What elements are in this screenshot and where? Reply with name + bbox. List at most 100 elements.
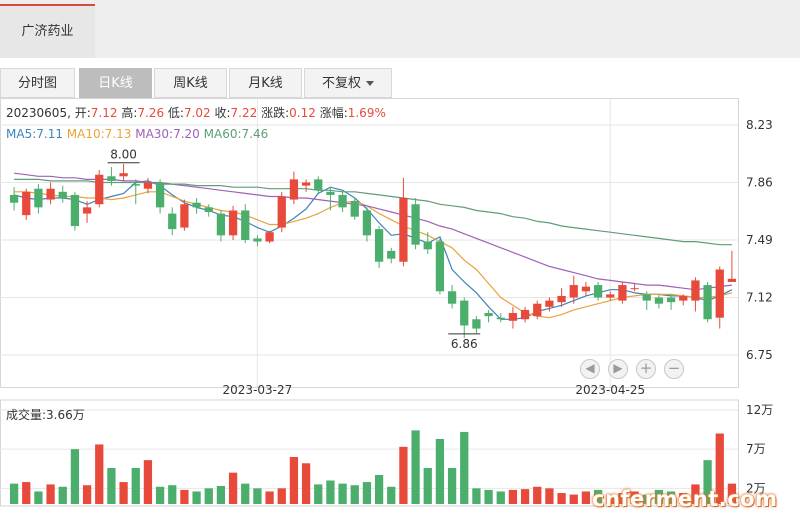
candle-body bbox=[691, 280, 700, 301]
volume-bar bbox=[545, 488, 554, 504]
candle-body bbox=[545, 300, 554, 307]
high-value: 7.26 bbox=[137, 106, 165, 120]
candle-body bbox=[192, 202, 201, 208]
volume-bar bbox=[691, 484, 700, 504]
close-label: 收: bbox=[214, 106, 231, 120]
zoom-in-icon[interactable]: + bbox=[636, 359, 656, 379]
candle-body bbox=[143, 182, 153, 189]
volume-bar bbox=[472, 488, 481, 504]
candle-body bbox=[119, 173, 128, 177]
adjust-dropdown[interactable]: 不复权 bbox=[304, 68, 392, 98]
volume-bars bbox=[9, 430, 737, 504]
high-label: 高: bbox=[121, 106, 138, 120]
kline-chart[interactable]: 8.23 7.86 7.49 7.12 6.75 2023-03-27 2023-04-25… bbox=[0, 98, 800, 522]
volume-bar bbox=[581, 491, 591, 504]
volume-bar bbox=[326, 480, 335, 504]
ma30-line bbox=[14, 172, 732, 291]
volume-bar bbox=[143, 460, 153, 504]
candle-body bbox=[533, 303, 542, 317]
ma10-legend: MA10:7.13 bbox=[66, 127, 132, 141]
candle-body bbox=[22, 191, 31, 216]
tab-monthly-k[interactable]: 月K线 bbox=[229, 68, 302, 98]
min-price-label: 6.86 bbox=[451, 337, 478, 351]
ma-legend: MA5:7.11 MA10:7.13 MA30:7.20 MA60:7.46 bbox=[6, 127, 268, 141]
volume-bar bbox=[350, 485, 359, 504]
volume-bar bbox=[131, 467, 140, 504]
candle-body bbox=[399, 198, 408, 262]
rewind-icon[interactable]: ◀ bbox=[580, 359, 600, 379]
volume-bar bbox=[593, 489, 603, 504]
price-tick-label: 7.49 bbox=[746, 233, 773, 247]
volume-bar bbox=[679, 493, 688, 504]
price-tick-label: 7.12 bbox=[746, 291, 773, 305]
price-panel-frame bbox=[0, 98, 739, 388]
volume-bar bbox=[618, 493, 627, 504]
volume-bar bbox=[423, 467, 432, 504]
volume-bar bbox=[301, 463, 311, 504]
candle-body bbox=[679, 295, 688, 301]
open-value: 7.12 bbox=[90, 106, 118, 120]
volume-bar bbox=[374, 475, 384, 504]
volume-bar bbox=[107, 467, 116, 504]
volume-bar bbox=[58, 486, 67, 504]
tab-timeshare[interactable]: 分时图 bbox=[0, 68, 75, 98]
volume-bar bbox=[435, 438, 445, 504]
volume-bar bbox=[180, 489, 189, 504]
ma60-legend: MA60:7.46 bbox=[203, 127, 269, 141]
candle-body bbox=[314, 179, 323, 191]
candle-body bbox=[34, 188, 43, 208]
candle-body bbox=[58, 191, 67, 199]
volume-bar bbox=[642, 494, 651, 504]
volume-bar bbox=[606, 494, 615, 504]
candle-body bbox=[569, 285, 578, 298]
volume-bar bbox=[460, 431, 469, 504]
open-label: 开: bbox=[74, 106, 91, 120]
low-label: 低: bbox=[167, 106, 184, 120]
stock-name-tab[interactable]: 广济药业 bbox=[0, 4, 95, 58]
candle-body bbox=[241, 210, 250, 240]
ma60-line bbox=[14, 178, 732, 246]
volume-bar bbox=[715, 433, 724, 504]
info-date: 20230605 bbox=[6, 106, 68, 120]
tab-weekly-k[interactable]: 周K线 bbox=[154, 68, 227, 98]
volume-bar bbox=[399, 446, 408, 504]
candle-body bbox=[435, 241, 445, 292]
candle-body bbox=[654, 297, 664, 304]
candle-body bbox=[338, 194, 347, 208]
candle-body bbox=[411, 204, 420, 245]
candle-body bbox=[362, 210, 372, 236]
zoom-out-icon[interactable]: − bbox=[664, 359, 684, 379]
volume-bar bbox=[119, 482, 128, 504]
candle-body bbox=[423, 241, 432, 250]
volume-bar bbox=[654, 489, 664, 504]
candle-body bbox=[168, 213, 177, 230]
candle-body bbox=[618, 285, 627, 301]
watermark: cnferment.com bbox=[592, 487, 778, 511]
volume-bar bbox=[228, 472, 238, 504]
candles bbox=[9, 163, 737, 338]
chevron-down-icon bbox=[366, 81, 374, 86]
volume-bar bbox=[204, 488, 213, 504]
candle-body bbox=[289, 179, 299, 200]
volume-bar bbox=[265, 491, 274, 504]
candle-body bbox=[326, 191, 335, 195]
volume-bar bbox=[9, 483, 19, 504]
candle-body bbox=[46, 188, 55, 200]
candle-body bbox=[107, 176, 116, 181]
price-tick-label: 8.23 bbox=[746, 118, 773, 132]
volume-bar bbox=[34, 491, 43, 504]
volume-bar bbox=[557, 493, 566, 504]
volume-bar bbox=[253, 488, 262, 504]
candle-body bbox=[70, 194, 80, 227]
candle-body bbox=[265, 232, 274, 242]
forward-icon[interactable]: ▶ bbox=[608, 359, 628, 379]
stock-tab-strip bbox=[0, 0, 800, 58]
tab-daily-k[interactable]: 日K线 bbox=[79, 68, 152, 98]
max-price-label: 8.00 bbox=[110, 148, 137, 162]
candle-body bbox=[484, 313, 493, 317]
price-tick-label: 7.86 bbox=[746, 176, 773, 190]
pct-value: 1.69% bbox=[347, 106, 386, 120]
candle-body bbox=[606, 294, 615, 298]
candle-body bbox=[581, 286, 591, 292]
ma5-legend: MA5:7.11 bbox=[6, 127, 63, 141]
